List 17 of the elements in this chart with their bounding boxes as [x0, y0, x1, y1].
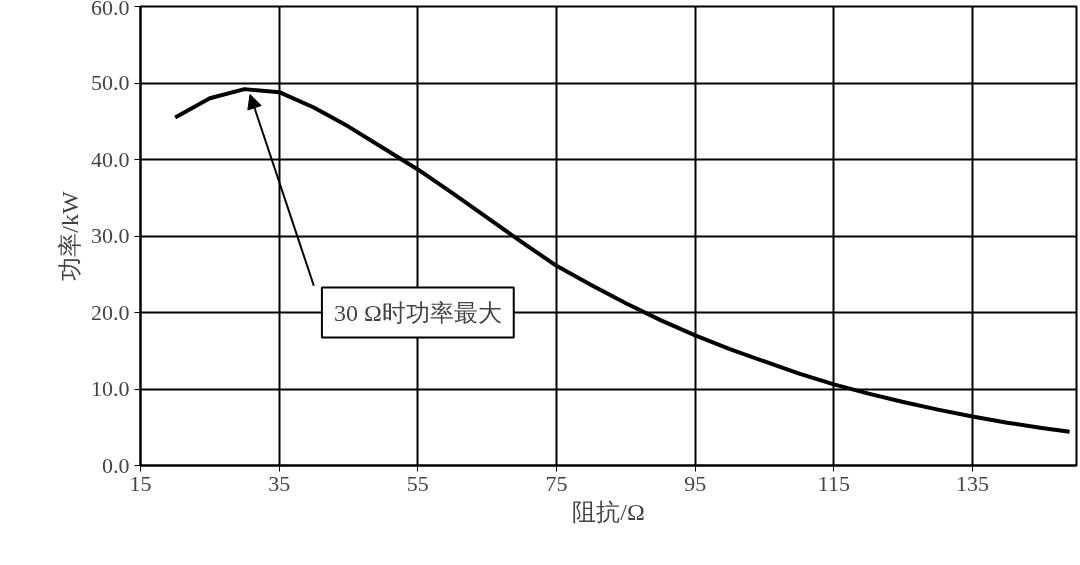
x-tick-label: 115	[817, 470, 850, 496]
x-tick-label: 75	[545, 470, 568, 496]
y-tick-label: 30.0	[91, 223, 130, 248]
y-tick-label: 0.0	[102, 452, 130, 478]
annotation: 30 Ω时功率最大	[333, 299, 502, 326]
x-tick-label: 35	[268, 470, 291, 496]
y-tick-label: 20.0	[91, 299, 130, 325]
x-tick-label: 135	[956, 470, 989, 496]
x-tick-label: 55	[406, 470, 429, 496]
x-tick-label: 15	[129, 470, 152, 496]
y-tick-label: 60.0	[91, 0, 130, 20]
x-axis-title: 阻抗/Ω	[572, 498, 645, 525]
y-tick-label: 40.0	[91, 146, 130, 172]
y-tick-label: 50.0	[91, 70, 130, 95]
x-tick-label: 95	[684, 470, 707, 496]
y-tick-label: 10.0	[91, 376, 130, 401]
y-axis-title: 功率/kW	[57, 190, 83, 281]
